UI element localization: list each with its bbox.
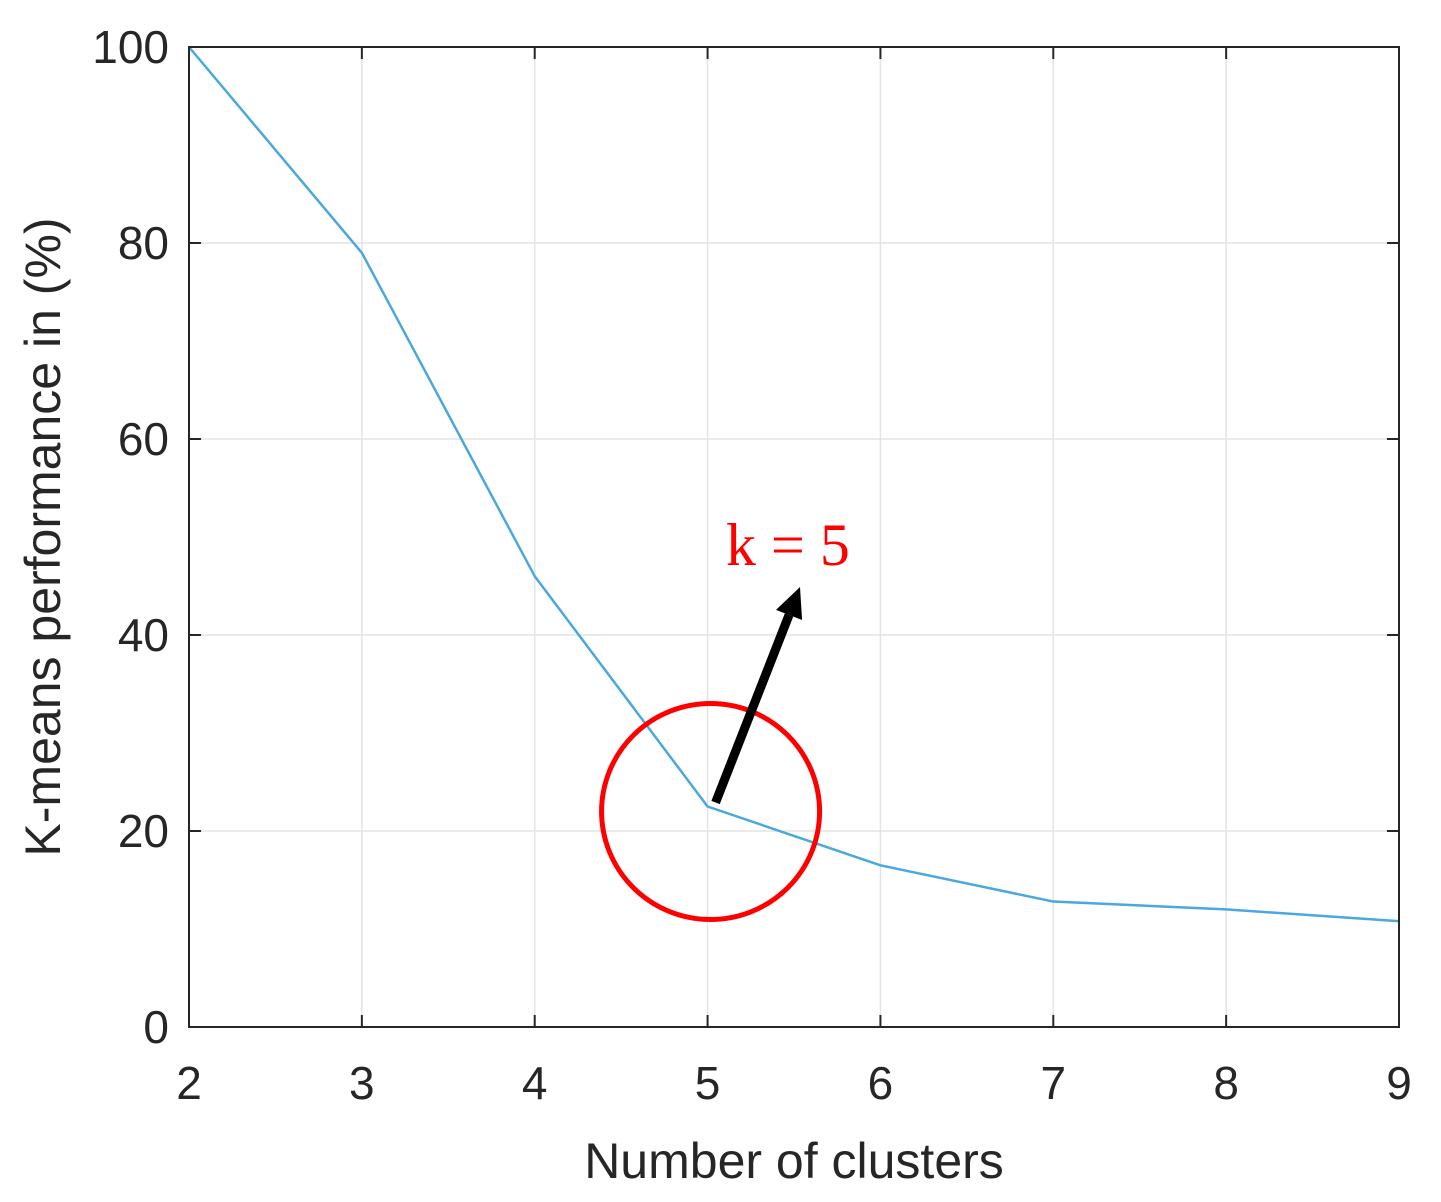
y-tick-label: 40 (118, 609, 169, 661)
x-tick-label: 5 (695, 1057, 721, 1109)
y-tick-label: 100 (92, 21, 169, 73)
x-tick-label: 6 (868, 1057, 894, 1109)
x-tick-label: 7 (1040, 1057, 1066, 1109)
ticks: 2 3 4 5 6 7 8 9 0 20 40 60 80 100 (92, 21, 1412, 1109)
y-tick-label: 20 (118, 805, 169, 857)
x-tick-label: 8 (1213, 1057, 1239, 1109)
grid (189, 47, 1399, 1027)
x-tick-label: 9 (1386, 1057, 1412, 1109)
annotation: k = 5 (599, 512, 850, 922)
y-tick-label: 60 (118, 413, 169, 465)
x-axis-label: Number of clusters (584, 1133, 1004, 1189)
plot-border (188, 46, 1400, 1028)
annotation-arrowhead (776, 587, 803, 621)
annotation-text: k = 5 (726, 512, 850, 578)
y-tick-label: 80 (118, 217, 169, 269)
axes-frame (188, 46, 1400, 1028)
series-layer (188, 46, 1400, 923)
annotation-arrow (711, 613, 794, 805)
x-tick-label: 4 (522, 1057, 548, 1109)
y-axis-label: K-means performance in (%) (15, 217, 71, 856)
x-tick-label: 3 (349, 1057, 375, 1109)
x-tick-label: 2 (176, 1057, 202, 1109)
y-tick-label: 0 (143, 1001, 169, 1053)
highlight-circle (599, 701, 823, 922)
series-line (188, 46, 1400, 923)
